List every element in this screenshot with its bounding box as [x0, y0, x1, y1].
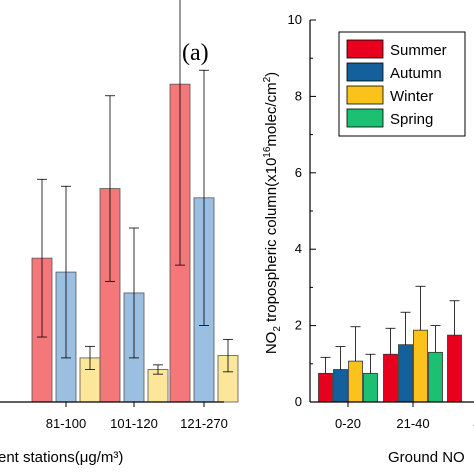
legend-swatch-winter [346, 85, 384, 105]
panel-b-y-tick-label-3: 6 [295, 165, 302, 180]
panel-b-y-tick-label-1: 2 [295, 318, 302, 333]
ylabel-mid: tropospheric column(x10 [263, 158, 280, 326]
legend-swatch-summer [346, 39, 384, 59]
panel-b-bar-1-0 [383, 353, 398, 403]
panel-b-chart: NO2 tropospheric column(x1016molec/cm2) … [262, 12, 474, 466]
panel-b-bar-0-2 [348, 360, 363, 403]
panel-b-bar-0-1 [333, 369, 348, 403]
panel-b-y-tick-label-4: 8 [295, 88, 302, 103]
ylabel-base: NO [263, 332, 280, 355]
panel-b-bars [318, 285, 462, 403]
panel-b-x-axis-title: Ground NO [388, 449, 465, 466]
ylabel-sup2: 2 [262, 76, 273, 82]
legend-swatch-autumn [346, 62, 384, 82]
panel-b-y-tick-label-0: 0 [295, 394, 302, 409]
panel-b-bar-2-0 [447, 334, 462, 403]
panel-a-x-tick-label-3: 121-270 [180, 416, 228, 431]
panel-b-y-ticks: 0 2 4 6 8 10 [288, 12, 316, 409]
panel-b-bar-0-0 [318, 372, 333, 403]
legend-label-autumn: Autumn [390, 65, 442, 82]
panel-b-y-tick-label-2: 4 [295, 241, 302, 256]
panel-b-y-axis-title: NO2 tropospheric column(x1016molec/cm2) [262, 72, 283, 354]
panel-b-y-tick-label-5: 10 [288, 12, 302, 27]
panel-b-bar-1-3 [428, 351, 443, 403]
ylabel-end: ) [263, 72, 280, 77]
ylabel-sub: 2 [272, 326, 283, 332]
panel-a-x-ticks: 81-100 101-120 121-270 [46, 402, 228, 431]
ylabel-mid2: molec/cm [263, 82, 280, 146]
legend-label-winter: Winter [390, 88, 433, 105]
panel-a-chart: (a) 81-100 101-120 121-270 ent stations(μg… [0, 0, 239, 466]
legend-swatch-spring [346, 108, 384, 128]
panel-b-bar-1-2 [413, 329, 428, 403]
panel-a-x-tick-label-1: 81-100 [46, 416, 86, 431]
ylabel-sup1: 16 [262, 146, 273, 158]
legend: Summer Autumn Winter Spring [338, 31, 466, 137]
panel-b-x-tick-label-0: 0-20 [335, 416, 361, 431]
panel-a-bars [31, 0, 239, 403]
legend-label-spring: Spring [390, 111, 433, 128]
legend-items: Summer Autumn Winter Spring [346, 39, 447, 128]
panel-b-bar-0-3 [363, 372, 378, 403]
panel-b-bar-1-1 [398, 344, 413, 403]
panel-b-x-tick-label-1: 21-40 [396, 416, 429, 431]
panel-a-x-axis-title: ent stations(μg/m³) [0, 449, 123, 466]
panel-a-label: (a) [182, 40, 209, 66]
panel-a-x-tick-label-2: 101-120 [110, 416, 158, 431]
legend-label-summer: Summer [390, 42, 447, 59]
